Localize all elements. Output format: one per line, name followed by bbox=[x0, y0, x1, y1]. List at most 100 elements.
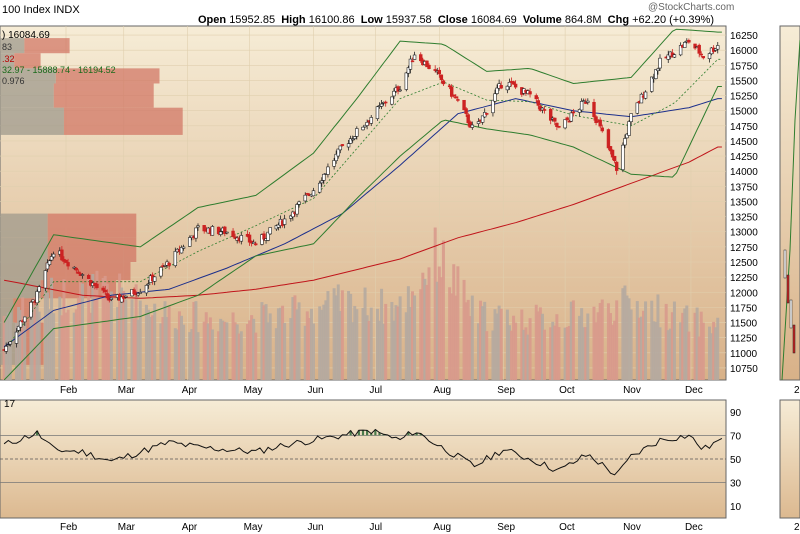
candle-up bbox=[138, 292, 142, 294]
candle-up bbox=[260, 234, 264, 245]
vbp-bar-up bbox=[0, 107, 64, 135]
volume-bar bbox=[710, 333, 714, 380]
candle-down bbox=[594, 116, 598, 124]
candle-up bbox=[666, 54, 670, 60]
rsi-month-label: Mar bbox=[118, 522, 136, 533]
candle-up bbox=[124, 295, 128, 298]
volume-bar bbox=[666, 330, 670, 380]
candle-down bbox=[101, 287, 105, 291]
candle-up bbox=[369, 117, 373, 124]
volume-bar bbox=[153, 303, 157, 380]
price-tick-label: 14500 bbox=[730, 137, 758, 148]
volume-bar bbox=[543, 329, 546, 380]
candle-up bbox=[355, 128, 359, 137]
candle-down bbox=[456, 99, 460, 101]
volume-bar bbox=[91, 274, 95, 380]
rsi-month-label: Jun bbox=[308, 522, 324, 533]
volume-bar bbox=[52, 313, 56, 380]
volume-bar bbox=[118, 273, 122, 380]
bollinger-upper-line bbox=[3, 28, 722, 323]
volume-bar bbox=[642, 310, 645, 380]
volume-bar bbox=[606, 303, 610, 380]
volume-bar bbox=[31, 305, 35, 380]
price-tick-label: 14750 bbox=[730, 122, 758, 133]
candle-up bbox=[8, 341, 13, 345]
candle-up bbox=[658, 57, 662, 69]
volume-bar bbox=[375, 308, 379, 380]
candle-down bbox=[305, 193, 310, 195]
volume-bar bbox=[378, 320, 381, 380]
volume-bar bbox=[571, 300, 575, 380]
candle-down bbox=[439, 74, 444, 80]
volume-bar bbox=[312, 323, 315, 380]
volume-bar bbox=[81, 283, 84, 380]
volume-bar bbox=[623, 285, 627, 380]
rsi-month-label: Nov bbox=[623, 522, 641, 533]
volume-bar bbox=[223, 321, 227, 380]
volume-bar bbox=[151, 315, 155, 380]
candle-up bbox=[379, 103, 384, 107]
candle-up bbox=[311, 190, 316, 197]
candle-down bbox=[86, 275, 91, 280]
volume-bars bbox=[2, 227, 720, 380]
rsi-month-label: Aug bbox=[433, 522, 451, 533]
volume-bar bbox=[629, 309, 633, 380]
volume-bar bbox=[712, 321, 716, 380]
candle-up bbox=[320, 180, 324, 184]
volume-bar bbox=[538, 307, 542, 380]
volume-bar bbox=[175, 329, 179, 380]
volume-bar bbox=[672, 301, 676, 380]
candle-down bbox=[697, 44, 701, 54]
candle-up bbox=[625, 133, 629, 139]
volume-bar bbox=[580, 308, 584, 380]
volume-bar bbox=[132, 318, 136, 380]
candle-up bbox=[350, 138, 355, 141]
volume-bar bbox=[279, 307, 282, 380]
candle-up bbox=[716, 45, 720, 50]
candle-up bbox=[408, 58, 413, 70]
price-tick-label: 14250 bbox=[730, 152, 758, 163]
vbp-bar-up bbox=[0, 262, 46, 281]
volume-bar bbox=[479, 300, 483, 380]
month-axis: Feb Mar Apr May Jun Jul Aug Sep Oct Nov Dec bbox=[60, 385, 703, 396]
volume-label: Volume bbox=[522, 14, 562, 26]
volume-bar bbox=[190, 329, 194, 380]
volume-bar bbox=[252, 318, 256, 380]
volume-bar bbox=[586, 313, 590, 380]
month-label: Oct bbox=[559, 385, 575, 396]
legend-line-3: .32 bbox=[2, 54, 15, 64]
candle-up bbox=[268, 227, 272, 235]
volume-bar bbox=[435, 281, 439, 380]
candle-up bbox=[49, 256, 54, 261]
rsi-month-label: Oct bbox=[559, 522, 575, 533]
candle-down bbox=[687, 40, 691, 43]
volume-bar bbox=[231, 312, 235, 380]
rsi-path bbox=[3, 428, 723, 476]
rsi-tick-label: 10 bbox=[730, 502, 742, 513]
volume-bar bbox=[664, 303, 668, 380]
candle-up bbox=[146, 283, 151, 286]
vbp-bar-down bbox=[45, 262, 131, 281]
volume-bar bbox=[233, 322, 237, 380]
volume-bar bbox=[134, 284, 138, 380]
volume-bar bbox=[557, 327, 561, 380]
volume-bar bbox=[685, 305, 689, 380]
volume-bar bbox=[332, 288, 336, 380]
candle-up bbox=[218, 231, 223, 235]
volume-bar bbox=[260, 302, 264, 380]
volume-bar bbox=[349, 293, 353, 380]
volume-bar bbox=[681, 312, 685, 380]
volume-bar bbox=[45, 292, 49, 380]
volume-bar bbox=[549, 327, 553, 380]
volume-bar bbox=[390, 301, 394, 380]
month-label: May bbox=[244, 385, 263, 396]
candle-up bbox=[282, 218, 287, 225]
candle-down bbox=[202, 225, 206, 232]
vbp-bar-up bbox=[0, 237, 48, 262]
volume-bar bbox=[235, 324, 239, 380]
candle-down bbox=[608, 146, 613, 152]
candle-up bbox=[336, 148, 340, 157]
candle-down bbox=[555, 122, 559, 127]
rsi-tick-label: 70 bbox=[730, 431, 742, 442]
candle-down bbox=[132, 289, 136, 295]
